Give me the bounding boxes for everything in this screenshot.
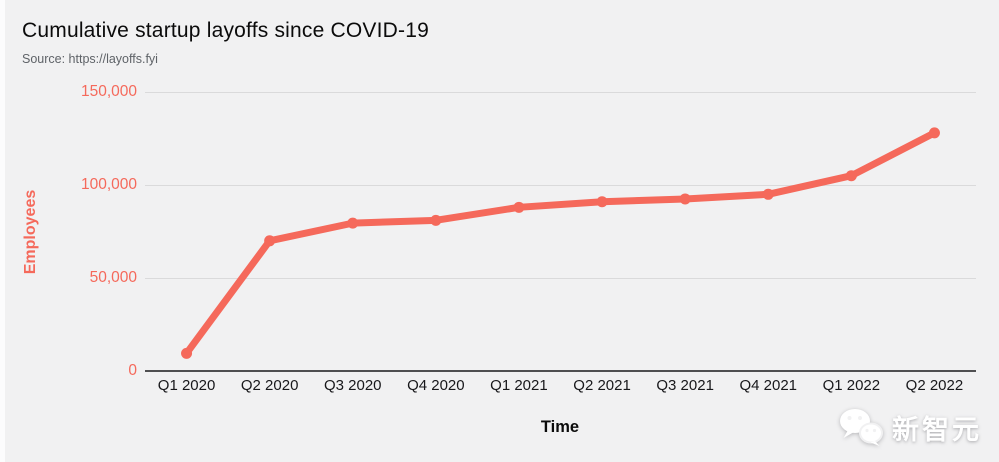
x-tick-label: Q1 2020 — [157, 377, 216, 394]
data-point — [430, 214, 442, 226]
data-point — [181, 347, 193, 359]
y-tick-label: 50,000 — [89, 269, 137, 286]
data-point — [679, 193, 691, 205]
plot-area — [145, 92, 976, 372]
x-tick-label: Q1 2022 — [822, 377, 881, 394]
data-point — [264, 235, 276, 247]
x-tick-label: Q4 2020 — [407, 377, 465, 394]
gridline — [145, 185, 976, 186]
x-tick-label: Q2 2022 — [905, 377, 964, 394]
data-point — [347, 217, 359, 229]
data-point — [513, 201, 525, 213]
gridline — [145, 278, 976, 279]
data-point — [596, 196, 608, 208]
chart-source-caption: Source: https://layoffs.fyi — [22, 52, 158, 66]
x-tick-label: Q4 2021 — [739, 377, 798, 394]
x-tick-label: Q2 2020 — [240, 377, 299, 394]
x-tick-label: Q2 2021 — [573, 377, 631, 394]
y-tick-label: 0 — [128, 362, 137, 379]
wechat-icon — [840, 409, 883, 446]
data-point — [928, 127, 940, 139]
y-axis-title: Employees — [22, 189, 39, 275]
x-tick-label: Q1 2021 — [490, 377, 548, 394]
y-tick-label: 150,000 — [80, 83, 137, 100]
data-point — [845, 170, 857, 182]
chart-title: Cumulative startup layoffs since COVID-1… — [22, 19, 429, 42]
watermark-text: 新智元 — [892, 414, 982, 445]
data-point — [762, 188, 774, 200]
page-edge — [0, 0, 5, 462]
x-tick-label: Q3 2021 — [656, 377, 714, 394]
y-tick-label: 100,000 — [80, 176, 137, 193]
x-tick-label: Q3 2020 — [323, 377, 382, 394]
x-axis-title: Time — [540, 418, 580, 436]
series-line — [183, 129, 938, 357]
watermark: 新智元 — [838, 407, 982, 447]
x-axis-line — [145, 370, 976, 372]
gridline — [145, 92, 976, 93]
series-layer — [181, 127, 940, 359]
